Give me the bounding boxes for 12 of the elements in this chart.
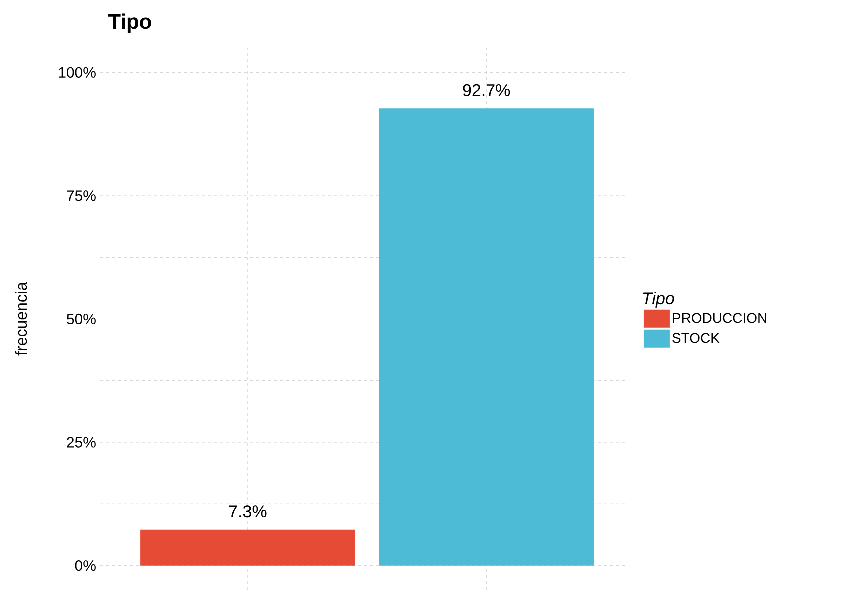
y-tick-label: 0% <box>75 560 96 572</box>
y-tick-label: 100% <box>59 67 96 78</box>
legend-label: STOCK <box>672 333 720 344</box>
data-label: 7.3% <box>229 506 267 518</box>
legend-label: PRODUCCION <box>673 313 766 324</box>
data-label: 92.7% <box>463 84 510 96</box>
legend-title: Tipo <box>643 292 674 308</box>
y-tick-label: 50% <box>67 314 96 325</box>
y-axis-title: frecuencia <box>15 282 28 356</box>
y-tick-label: 25% <box>67 437 96 448</box>
chart-title: Tipo <box>108 14 152 34</box>
y-tick-label: 75% <box>67 190 96 202</box>
